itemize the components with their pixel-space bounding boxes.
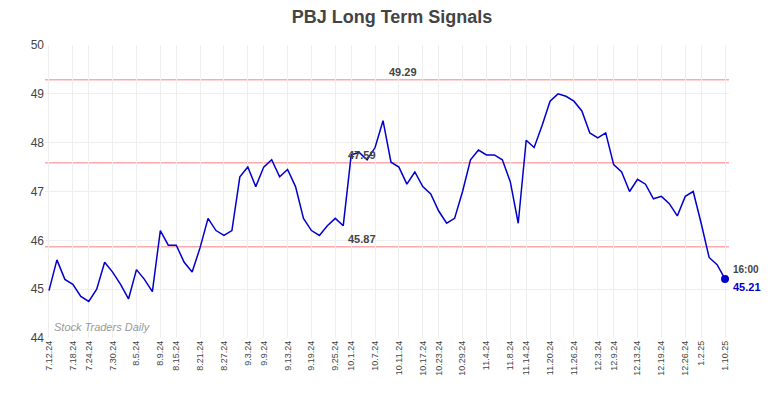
svg-text:8.27.24: 8.27.24 xyxy=(219,341,229,371)
svg-text:Stock Traders Daily: Stock Traders Daily xyxy=(54,321,151,333)
svg-text:9.13.24: 9.13.24 xyxy=(283,341,293,371)
svg-text:12.3.24: 12.3.24 xyxy=(593,341,603,371)
svg-text:12.26.24: 12.26.24 xyxy=(680,341,690,376)
svg-text:11.14.24: 11.14.24 xyxy=(521,341,531,375)
svg-text:49: 49 xyxy=(31,87,45,101)
svg-text:10.7.24: 10.7.24 xyxy=(370,341,380,371)
svg-text:48: 48 xyxy=(31,136,45,150)
svg-text:10.11.24: 10.11.24 xyxy=(394,341,404,375)
svg-text:9.3.24: 9.3.24 xyxy=(243,341,253,366)
svg-text:1.2.25: 1.2.25 xyxy=(696,341,706,366)
svg-text:11.26.24: 11.26.24 xyxy=(569,341,579,375)
svg-text:44: 44 xyxy=(31,331,45,345)
svg-text:1.10.25: 1.10.25 xyxy=(720,341,730,371)
svg-text:7.18.24: 7.18.24 xyxy=(68,341,78,371)
svg-text:16:00: 16:00 xyxy=(733,264,759,275)
svg-text:9.9.24: 9.9.24 xyxy=(259,341,269,366)
svg-text:11.20.24: 11.20.24 xyxy=(545,341,555,375)
svg-text:10.17.24: 10.17.24 xyxy=(418,341,428,376)
svg-text:8.15.24: 8.15.24 xyxy=(171,341,181,371)
svg-text:47.59: 47.59 xyxy=(348,149,376,161)
svg-text:12.13.24: 12.13.24 xyxy=(632,341,642,376)
svg-text:9.25.24: 9.25.24 xyxy=(330,341,340,371)
svg-text:10.23.24: 10.23.24 xyxy=(434,341,444,376)
svg-text:10.29.24: 10.29.24 xyxy=(457,341,467,376)
svg-text:45: 45 xyxy=(31,282,45,296)
svg-text:47: 47 xyxy=(31,185,45,199)
svg-text:49.29: 49.29 xyxy=(389,66,417,78)
svg-text:45.21: 45.21 xyxy=(733,281,761,293)
svg-text:7.30.24: 7.30.24 xyxy=(108,341,118,371)
svg-text:11.4.24: 11.4.24 xyxy=(481,341,491,370)
svg-text:PBJ Long Term Signals: PBJ Long Term Signals xyxy=(292,7,493,27)
svg-text:46: 46 xyxy=(31,234,45,248)
svg-text:12.9.24: 12.9.24 xyxy=(609,341,619,371)
svg-text:11.8.24: 11.8.24 xyxy=(505,341,515,370)
svg-text:12.19.24: 12.19.24 xyxy=(656,341,666,376)
svg-text:8.21.24: 8.21.24 xyxy=(195,341,205,371)
svg-text:45.87: 45.87 xyxy=(348,233,376,245)
svg-text:8.5.24: 8.5.24 xyxy=(131,341,141,366)
svg-text:7.24.24: 7.24.24 xyxy=(84,341,94,371)
svg-text:50: 50 xyxy=(31,38,45,52)
svg-text:8.9.24: 8.9.24 xyxy=(155,341,165,366)
svg-text:10.1.24: 10.1.24 xyxy=(346,341,356,371)
svg-text:9.19.24: 9.19.24 xyxy=(306,341,316,371)
svg-text:7.12.24: 7.12.24 xyxy=(44,341,54,371)
